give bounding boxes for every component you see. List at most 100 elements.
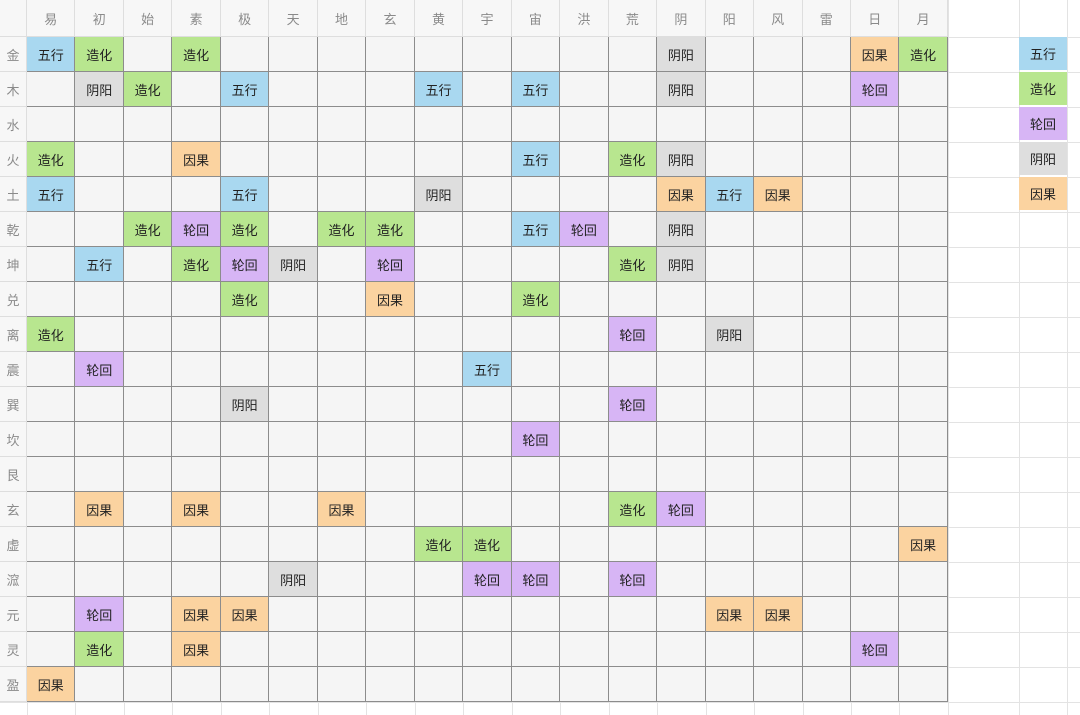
grid-cell[interactable] bbox=[172, 387, 221, 422]
grid-cell[interactable] bbox=[366, 457, 415, 492]
grid-cell[interactable] bbox=[366, 492, 415, 527]
grid-cell[interactable] bbox=[560, 107, 609, 142]
grid-cell[interactable] bbox=[269, 492, 318, 527]
grid-cell[interactable]: 轮回 bbox=[850, 632, 900, 667]
grid-cell[interactable] bbox=[220, 107, 270, 142]
grid-cell[interactable] bbox=[754, 317, 803, 352]
grid-cell[interactable] bbox=[705, 422, 755, 457]
grid-cell[interactable] bbox=[802, 422, 851, 457]
grid-cell[interactable] bbox=[366, 317, 415, 352]
grid-cell[interactable] bbox=[511, 107, 561, 142]
grid-cell[interactable] bbox=[27, 107, 76, 142]
grid-cell[interactable] bbox=[754, 387, 803, 422]
grid-cell[interactable] bbox=[899, 387, 948, 422]
corner-cell[interactable] bbox=[0, 0, 27, 37]
grid-cell[interactable]: 轮回 bbox=[366, 247, 415, 282]
grid-cell[interactable] bbox=[27, 352, 76, 387]
grid-cell[interactable] bbox=[414, 282, 464, 317]
grid-cell[interactable] bbox=[27, 492, 76, 527]
grid-cell[interactable] bbox=[802, 212, 851, 247]
grid-cell[interactable]: 造化 bbox=[75, 37, 124, 72]
grid-cell[interactable]: 轮回 bbox=[560, 212, 609, 247]
grid-cell[interactable] bbox=[899, 212, 948, 247]
grid-cell[interactable] bbox=[850, 107, 900, 142]
grid-cell[interactable] bbox=[366, 107, 415, 142]
grid-cell[interactable] bbox=[317, 667, 367, 702]
grid-cell[interactable] bbox=[317, 352, 367, 387]
grid-cell[interactable] bbox=[657, 597, 706, 632]
grid-cell[interactable] bbox=[123, 352, 173, 387]
grid-cell[interactable] bbox=[414, 107, 464, 142]
grid-cell[interactable] bbox=[802, 597, 851, 632]
grid-cell[interactable] bbox=[463, 177, 512, 212]
grid-cell[interactable] bbox=[802, 107, 851, 142]
grid-cell[interactable] bbox=[899, 352, 948, 387]
grid-cell[interactable] bbox=[754, 282, 803, 317]
grid-cell[interactable] bbox=[608, 282, 658, 317]
column-header[interactable]: 地 bbox=[317, 0, 367, 37]
grid-cell[interactable] bbox=[802, 527, 851, 562]
column-header[interactable]: 雷 bbox=[802, 0, 851, 37]
grid-cell[interactable] bbox=[657, 667, 706, 702]
grid-cell[interactable] bbox=[511, 387, 561, 422]
grid-cell[interactable] bbox=[123, 667, 173, 702]
grid-cell[interactable] bbox=[366, 72, 415, 107]
grid-cell[interactable] bbox=[608, 422, 658, 457]
grid-cell[interactable]: 轮回 bbox=[657, 492, 706, 527]
grid-cell[interactable]: 五行 bbox=[27, 37, 76, 72]
grid-cell[interactable] bbox=[269, 457, 318, 492]
grid-cell[interactable] bbox=[366, 177, 415, 212]
grid-cell[interactable] bbox=[366, 387, 415, 422]
grid-cell[interactable] bbox=[27, 422, 76, 457]
grid-cell[interactable] bbox=[657, 632, 706, 667]
grid-cell[interactable] bbox=[705, 527, 755, 562]
grid-cell[interactable] bbox=[560, 527, 609, 562]
grid-cell[interactable] bbox=[560, 562, 609, 597]
grid-cell[interactable] bbox=[560, 142, 609, 177]
column-header[interactable]: 宙 bbox=[511, 0, 561, 37]
grid-cell[interactable] bbox=[705, 352, 755, 387]
grid-cell[interactable] bbox=[560, 667, 609, 702]
grid-cell[interactable] bbox=[269, 597, 318, 632]
grid-cell[interactable] bbox=[27, 247, 76, 282]
grid-cell[interactable] bbox=[754, 142, 803, 177]
grid-cell[interactable] bbox=[75, 562, 124, 597]
grid-cell[interactable]: 五行 bbox=[511, 72, 561, 107]
row-header[interactable]: 艮 bbox=[0, 457, 27, 492]
row-header[interactable]: 金 bbox=[0, 37, 27, 72]
grid-cell[interactable] bbox=[899, 632, 948, 667]
grid-cell[interactable] bbox=[802, 632, 851, 667]
grid-cell[interactable] bbox=[269, 142, 318, 177]
grid-cell[interactable] bbox=[560, 632, 609, 667]
grid-cell[interactable] bbox=[850, 562, 900, 597]
grid-cell[interactable]: 阴阳 bbox=[657, 247, 706, 282]
grid-cell[interactable]: 因果 bbox=[317, 492, 367, 527]
grid-cell[interactable] bbox=[220, 422, 270, 457]
grid-cell[interactable] bbox=[608, 527, 658, 562]
grid-cell[interactable]: 因果 bbox=[172, 597, 221, 632]
row-header[interactable]: 坤 bbox=[0, 247, 27, 282]
grid-cell[interactable] bbox=[850, 527, 900, 562]
row-header[interactable]: 木 bbox=[0, 72, 27, 107]
grid-cell[interactable] bbox=[657, 527, 706, 562]
grid-cell[interactable] bbox=[366, 527, 415, 562]
grid-cell[interactable] bbox=[560, 72, 609, 107]
grid-cell[interactable] bbox=[75, 527, 124, 562]
grid-cell[interactable] bbox=[414, 387, 464, 422]
column-header[interactable]: 阴 bbox=[657, 0, 706, 37]
grid-cell[interactable] bbox=[560, 317, 609, 352]
grid-cell[interactable] bbox=[802, 457, 851, 492]
grid-cell[interactable] bbox=[754, 107, 803, 142]
grid-cell[interactable] bbox=[269, 177, 318, 212]
grid-cell[interactable] bbox=[705, 457, 755, 492]
grid-cell[interactable] bbox=[317, 107, 367, 142]
grid-cell[interactable] bbox=[850, 177, 900, 212]
grid-cell[interactable] bbox=[899, 247, 948, 282]
grid-cell[interactable]: 因果 bbox=[754, 177, 803, 212]
grid-cell[interactable] bbox=[802, 562, 851, 597]
grid-cell[interactable]: 因果 bbox=[172, 492, 221, 527]
column-header[interactable]: 风 bbox=[754, 0, 803, 37]
grid-cell[interactable]: 因果 bbox=[754, 597, 803, 632]
grid-cell[interactable] bbox=[802, 142, 851, 177]
grid-cell[interactable] bbox=[414, 247, 464, 282]
